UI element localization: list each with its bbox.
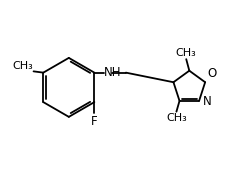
Text: O: O <box>206 67 216 80</box>
Text: CH₃: CH₃ <box>175 48 196 58</box>
Text: N: N <box>202 95 210 108</box>
Text: CH₃: CH₃ <box>12 60 33 71</box>
Text: F: F <box>91 115 97 128</box>
Text: CH₃: CH₃ <box>165 113 186 123</box>
Text: NH: NH <box>104 66 121 79</box>
